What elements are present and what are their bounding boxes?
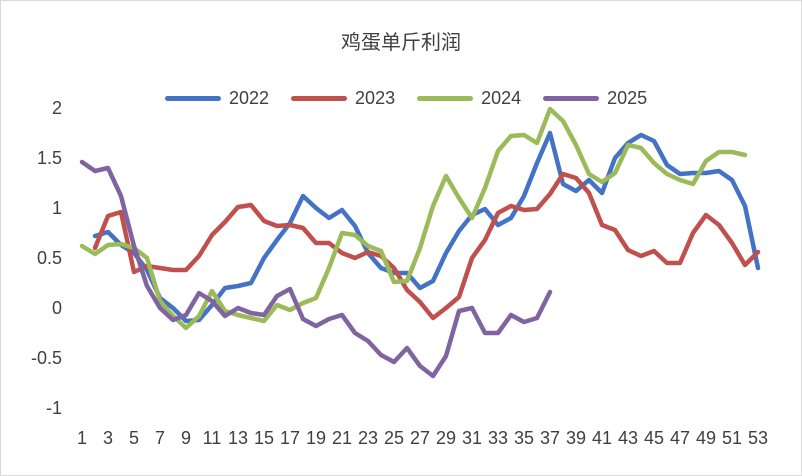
- x-tick-label: 53: [748, 428, 768, 448]
- legend-item-2023: 2023: [291, 88, 395, 109]
- x-tick-label: 35: [514, 428, 534, 448]
- legend-swatch: [165, 95, 221, 101]
- legend-label: 2022: [229, 87, 270, 108]
- chart-title: 鸡蛋单斤利润: [341, 30, 461, 54]
- legend-label: 2023: [355, 87, 396, 108]
- x-tick-label: 9: [181, 428, 191, 448]
- x-tick-label: 7: [155, 428, 165, 448]
- y-tick-label: 0.5: [37, 248, 62, 268]
- x-tick-label: 17: [280, 428, 300, 448]
- legend: 2022 2023 2024 2025: [165, 86, 669, 110]
- x-tick-label: 41: [592, 428, 612, 448]
- x-tick-label: 13: [228, 428, 248, 448]
- legend-label: 2025: [607, 87, 648, 108]
- y-tick-label: 1.5: [37, 148, 62, 168]
- x-tick-label: 15: [254, 428, 274, 448]
- y-tick-label: -1: [46, 398, 62, 418]
- x-tick-label: 29: [436, 428, 456, 448]
- legend-item-2022: 2022: [165, 88, 269, 109]
- y-tick-label: 0: [52, 298, 62, 318]
- series-line-2023: [92, 171, 761, 321]
- x-tick-label: 43: [618, 428, 638, 448]
- x-tick-label: 11: [203, 428, 222, 448]
- series-line-2022: [92, 130, 761, 324]
- y-tick-label: 2: [52, 98, 62, 118]
- x-tick-label: 1: [77, 428, 87, 448]
- legend-swatch: [291, 95, 348, 101]
- legend-swatch: [417, 95, 474, 101]
- x-tick-label: 49: [696, 428, 716, 448]
- legend-swatch: [543, 95, 600, 101]
- legend-item-2024: 2024: [417, 88, 521, 109]
- legend-item-2025: 2025: [543, 88, 647, 109]
- x-tick-label: 45: [644, 428, 664, 448]
- x-tick-label: 19: [306, 428, 326, 448]
- x-tick-label: 37: [540, 428, 560, 448]
- x-tick-label: 39: [566, 428, 586, 448]
- x-tick-label: 5: [129, 428, 139, 448]
- x-tick-label: 23: [358, 428, 378, 448]
- x-tick-label: 21: [332, 428, 352, 448]
- x-tick-label: 31: [462, 428, 482, 448]
- x-tick-label: 27: [410, 428, 430, 448]
- x-tick-label: 47: [670, 428, 690, 448]
- x-tick-label: 3: [103, 428, 113, 448]
- x-tick-label: 51: [722, 428, 742, 448]
- legend-label: 2024: [481, 87, 522, 108]
- x-tick-label: 33: [488, 428, 508, 448]
- x-tick-label: 25: [384, 428, 404, 448]
- y-tick-label: 1: [52, 198, 62, 218]
- series-line-2025: [79, 159, 553, 379]
- y-tick-label: -0.5: [31, 348, 62, 368]
- series-line-2024: [79, 106, 748, 331]
